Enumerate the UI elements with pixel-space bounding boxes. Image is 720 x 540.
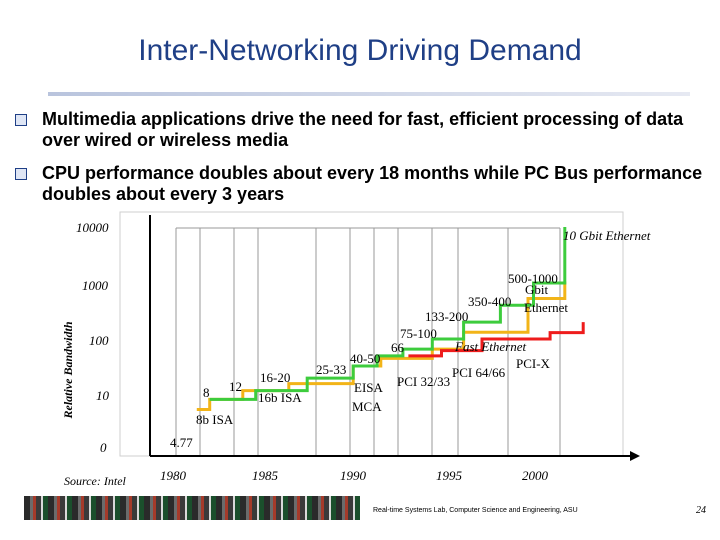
- annotation-label: 40-50: [350, 351, 380, 366]
- bullet-1-text: Multimedia applications drive the need f…: [42, 109, 684, 150]
- x-tick-label: 1995: [436, 468, 463, 483]
- annotation-label: 66: [391, 340, 405, 355]
- bullet-1: Multimedia applications drive the need f…: [15, 109, 706, 151]
- annotation-label: 4.77: [170, 435, 193, 450]
- annotation-label: PCI-X: [516, 356, 551, 371]
- annotation-label: PCI 64/66: [452, 365, 506, 380]
- x-axis-arrow: [630, 451, 640, 461]
- annotation-label: 133-200: [425, 309, 468, 324]
- annotation-label: Fast Ethernet: [454, 339, 527, 354]
- y-tick-label: 10000: [76, 220, 109, 235]
- x-tick-label: 1980: [160, 468, 187, 483]
- plot-area: [119, 211, 624, 457]
- bullet-box-icon: [15, 114, 27, 126]
- annotation-label: 500-1000: [508, 271, 558, 286]
- annotation-label: PCI 32/33: [397, 374, 450, 389]
- annotation-label: MCA: [352, 399, 382, 414]
- y-tick-label: 1000: [82, 278, 109, 293]
- annotation-label: 16-20: [260, 370, 290, 385]
- source-label: Source: Intel: [64, 474, 127, 488]
- series-line-2: [408, 322, 585, 358]
- annotation-label: 16b ISA: [258, 390, 302, 405]
- y-ticks: 10000 1000 100 10 0: [76, 220, 110, 455]
- bullet-2: CPU performance doubles about every 18 m…: [15, 163, 706, 205]
- x-tick-label: 2000: [522, 468, 549, 483]
- page-number: 24: [696, 505, 706, 516]
- title-rule: [48, 92, 690, 96]
- annotations: 10 Gbit Ethernet 500-1000 Gbit 350-400 E…: [170, 228, 651, 450]
- annotation-label: Gbit: [525, 282, 549, 297]
- series-line-1: [209, 227, 567, 401]
- bullet-box-icon: [15, 168, 27, 180]
- annotation-label: 25-33: [316, 362, 346, 377]
- series-layer: [196, 227, 585, 411]
- y-tick-label: 100: [89, 333, 109, 348]
- y-axis-label: Relative Bandwidth: [61, 321, 75, 419]
- x-ticks: 1980 1985 1990 1995 2000: [160, 468, 549, 483]
- x-tick-label: 1985: [252, 468, 279, 483]
- footer-text: Real-time Systems Lab, Computer Science …: [373, 507, 578, 514]
- annotation-label: 350-400: [468, 294, 511, 309]
- y-tick-label: 0: [100, 440, 107, 455]
- annotation-label: Ethernet: [524, 300, 568, 315]
- annotation-label: 10 Gbit Ethernet: [563, 228, 651, 243]
- annotation-label: 8b ISA: [196, 412, 234, 427]
- annotation-label: 75-100: [400, 326, 437, 341]
- x-tick-label: 1990: [340, 468, 367, 483]
- slide-title: Inter-Networking Driving Demand: [138, 34, 582, 67]
- circuit-board-image: [24, 496, 360, 520]
- annotation-label: 8: [203, 385, 210, 400]
- annotation-label: EISA: [354, 380, 384, 395]
- annotation-label: 12: [229, 379, 242, 394]
- y-tick-label: 10: [96, 388, 110, 403]
- bullet-2-text: CPU performance doubles about every 18 m…: [42, 163, 703, 204]
